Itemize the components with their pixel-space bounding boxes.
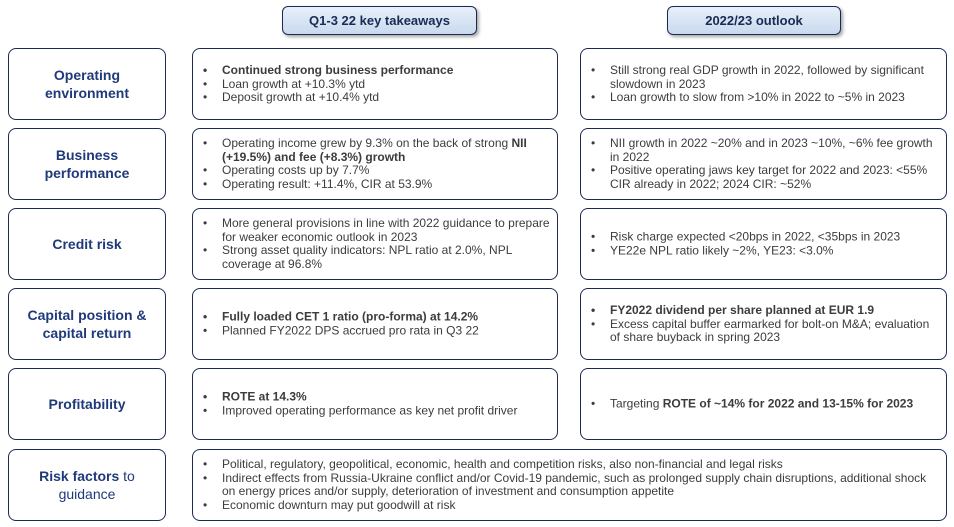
bullet-item: Strong asset quality indicators: NPL rat… (203, 243, 551, 271)
row-label-line: Operating (53, 67, 121, 83)
bullet-text-bold: NII (+19.5%) and fee (+8.3%) growth (222, 136, 527, 164)
business-outlook-box: NII growth in 2022 ~20% and in 2023 ~10%… (580, 128, 947, 200)
bullet-item: Deposit growth at +10.4% ytd (203, 90, 551, 105)
row-label-credit-risk: Credit risk (8, 208, 166, 280)
profitability-takeaways-box: ROTE at 14.3% Improved operating perform… (192, 368, 558, 440)
bullet-item: Loan growth to slow from >10% in 2022 to… (591, 90, 940, 105)
row-label-line: guidance (58, 486, 116, 502)
bullet-item: Operating result: +11.4%, CIR at 53.9% (203, 177, 551, 192)
capital-takeaways-box: Fully loaded CET 1 ratio (pro-forma) at … (192, 288, 558, 360)
row-label-line: performance (44, 165, 130, 181)
bullet-item: NII growth in 2022 ~20% and in 2023 ~10%… (591, 136, 940, 164)
row-label-risk-factors: Risk factors to guidance (8, 449, 166, 521)
row-label-business-performance: Business performance (8, 128, 166, 200)
row-label-line: Credit risk (52, 236, 122, 252)
row-label-line: Risk factors (39, 468, 120, 484)
row-label-line: Profitability (48, 396, 126, 412)
row-label-line: to (119, 468, 135, 484)
bullet-text: Targeting (610, 396, 663, 411)
row-label-capital-position: Capital position & capital return (8, 288, 166, 360)
operating-takeaways-box: Continued strong business performance Lo… (192, 48, 558, 120)
bullet-item: Planned FY2022 DPS accrued pro rata in Q… (203, 323, 551, 338)
bullet-item: Indirect effects from Russia-Ukraine con… (203, 471, 940, 499)
bullet-item: Risk charge expected <20bps in 2022, <35… (591, 230, 940, 245)
bullet-item: Political, regulatory, geopolitical, eco… (203, 457, 940, 472)
operating-outlook-box: Still strong real GDP growth in 2022, fo… (580, 48, 947, 120)
bullet-item: Loan growth at +10.3% ytd (203, 77, 551, 91)
bullet-item: ROTE at 14.3% (203, 390, 551, 405)
header-key-takeaways: Q1-3 22 key takeaways (282, 6, 477, 35)
row-label-line: environment (44, 85, 129, 101)
bullet-item: Improved operating performance as key ne… (203, 403, 551, 418)
bullet-item: Targeting ROTE of ~14% for 2022 and 13-1… (591, 397, 940, 411)
bullet-item: Operating costs up by 7.7% (203, 163, 551, 178)
bullet-item: Continued strong business performance (203, 63, 551, 78)
profitability-outlook-box: Targeting ROTE of ~14% for 2022 and 13-1… (580, 368, 947, 440)
credit-takeaways-box: More general provisions in line with 202… (192, 208, 558, 280)
business-takeaways-box: Operating income grew by 9.3% on the bac… (192, 128, 558, 200)
bullet-item: FY2022 dividend per share planned at EUR… (591, 303, 940, 318)
bullet-item: Fully loaded CET 1 ratio (pro-forma) at … (203, 310, 551, 325)
row-label-line: Business (55, 147, 119, 163)
bullet-text: Operating income grew by 9.3% on the bac… (222, 136, 512, 150)
bullet-item: Still strong real GDP growth in 2022, fo… (591, 63, 940, 91)
bullet-item: Excess capital buffer earmarked for bolt… (591, 317, 940, 344)
bullet-item: Operating income grew by 9.3% on the bac… (203, 136, 551, 164)
bullet-item: More general provisions in line with 202… (203, 216, 551, 244)
row-label-profitability: Profitability (8, 368, 166, 440)
row-label-line: Capital position & (27, 307, 147, 323)
risk-factors-box: Political, regulatory, geopolitical, eco… (192, 449, 947, 521)
capital-outlook-box: FY2022 dividend per share planned at EUR… (580, 288, 947, 360)
bullet-item: Positive operating jaws key target for 2… (591, 163, 940, 191)
bullet-item: Economic downturn may put goodwill at ri… (203, 498, 940, 513)
header-outlook: 2022/23 outlook (667, 6, 841, 35)
bullet-item: YE22e NPL ratio likely ~2%, YE23: <3.0% (591, 243, 940, 258)
credit-outlook-box: Risk charge expected <20bps in 2022, <35… (580, 208, 947, 280)
row-label-line: capital return (42, 325, 132, 341)
bullet-text-bold: ROTE of ~14% for 2022 and 13-15% for 202… (662, 396, 914, 411)
row-label-operating-environment: Operating environment (8, 48, 166, 120)
